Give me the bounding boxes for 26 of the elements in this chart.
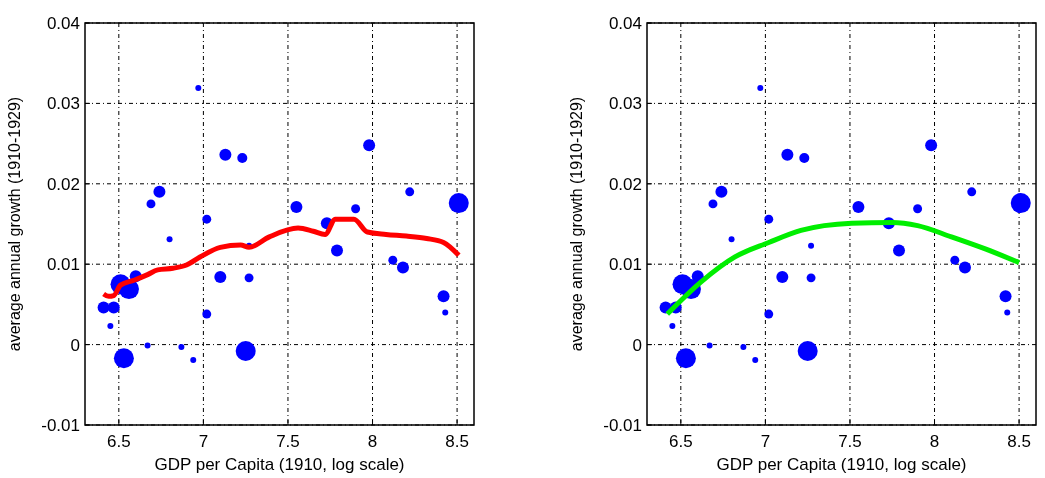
y-tick-label: 0 [70, 335, 80, 355]
y-tick-label: 0.01 [46, 255, 80, 275]
x-tick-label: 8 [929, 432, 940, 451]
y-tick-label: 0 [632, 335, 642, 355]
x-tick-label: 6.5 [669, 432, 693, 451]
x-tick-label: 8 [367, 432, 378, 451]
x-axis-title: GDP per Capita (1910, log scale) [716, 455, 967, 474]
y-tick-label: 0.02 [46, 174, 80, 194]
x-tick-label: 8.5 [1007, 432, 1031, 451]
y-tick-label: 0.04 [46, 14, 80, 33]
y-tick-label: 0.01 [608, 255, 642, 275]
x-tick-label: 7.5 [838, 432, 862, 451]
y-tick-label: -0.01 [41, 416, 80, 435]
y-tick-label: 0.03 [46, 94, 80, 114]
x-tick-label: 8.5 [445, 432, 469, 451]
x-tick-label: 7 [760, 432, 771, 451]
y-tick-label: 0.02 [608, 174, 642, 194]
x-axis-title: GDP per Capita (1910, log scale) [154, 455, 405, 474]
y-tick-label: -0.01 [603, 416, 642, 435]
x-tick-label: 7 [198, 432, 209, 451]
y-tick-label: 0.04 [608, 14, 642, 33]
x-tick-label: 7.5 [276, 432, 300, 451]
y-tick-label: 0.03 [608, 94, 642, 114]
y-axis-title: average annual growth (1910-1929) [6, 96, 23, 352]
y-axis-title: average annual growth (1910-1929) [568, 96, 585, 352]
x-tick-label: 6.5 [107, 432, 131, 451]
